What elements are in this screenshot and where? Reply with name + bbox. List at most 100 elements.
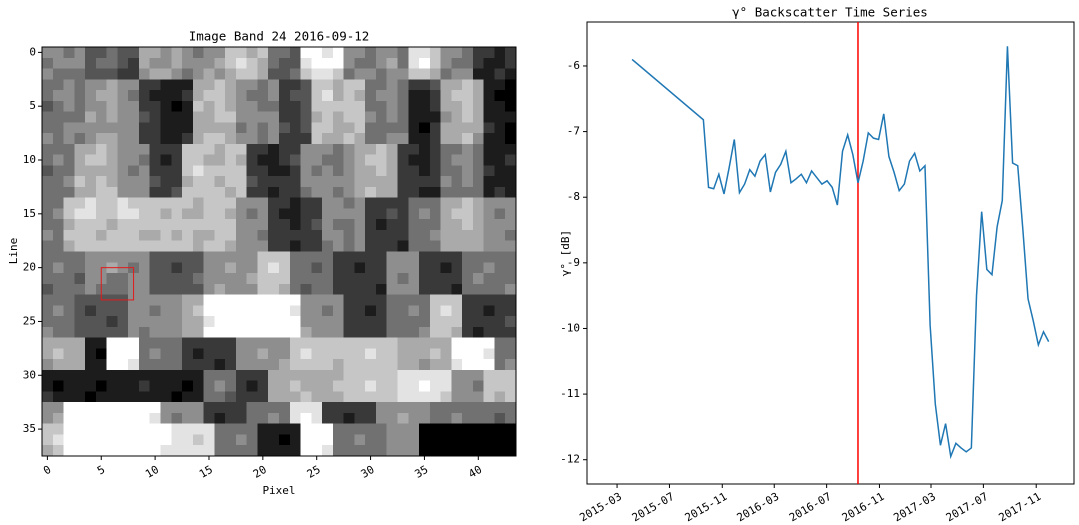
pixel <box>279 262 291 274</box>
pixel <box>354 305 366 317</box>
pixel <box>149 111 161 123</box>
pixel <box>42 111 54 123</box>
pixel <box>472 316 484 328</box>
pixel <box>246 219 258 231</box>
pixel <box>365 197 377 209</box>
pixel <box>365 165 377 177</box>
pixel <box>160 391 172 403</box>
pixel <box>214 369 226 381</box>
pixel <box>375 100 388 112</box>
pixel <box>235 68 247 80</box>
pixel <box>74 348 86 360</box>
pixel <box>483 273 495 285</box>
pixel <box>289 316 301 328</box>
pixel <box>505 90 517 102</box>
pixel <box>343 154 355 166</box>
pixel <box>494 111 506 123</box>
pixel <box>106 208 118 220</box>
pixel <box>354 359 366 371</box>
pixel <box>440 380 452 392</box>
pixel <box>332 348 344 360</box>
pixel <box>149 229 161 242</box>
pixel <box>214 359 226 371</box>
pixel <box>138 369 151 381</box>
pixel <box>322 100 334 112</box>
x-tick-label: 2016-07 <box>787 490 834 524</box>
pixel <box>268 79 280 91</box>
pixel <box>117 434 129 446</box>
pixel <box>257 219 269 231</box>
pixel <box>74 154 86 166</box>
pixel <box>419 337 431 349</box>
pixel <box>182 445 194 457</box>
pixel <box>311 47 323 59</box>
pixel <box>214 219 226 231</box>
pixel <box>214 165 226 177</box>
pixel <box>225 369 237 381</box>
pixel <box>63 283 75 295</box>
pixel <box>63 197 75 209</box>
pixel <box>289 186 301 198</box>
pixel <box>182 197 194 209</box>
pixel <box>214 251 226 263</box>
pixel <box>160 122 172 134</box>
pixel <box>408 219 420 231</box>
pixel <box>214 229 226 242</box>
pixel <box>235 273 247 285</box>
pixel <box>95 391 107 403</box>
pixel <box>365 283 377 295</box>
pixel <box>440 165 452 177</box>
pixel <box>63 229 75 242</box>
pixel <box>365 380 377 392</box>
pixel <box>257 391 269 403</box>
pixel <box>52 219 64 231</box>
pixel <box>419 111 431 123</box>
pixel <box>149 165 161 177</box>
pixel <box>246 68 258 80</box>
pixel <box>171 219 183 231</box>
pixel <box>74 47 86 59</box>
pixel <box>128 154 140 166</box>
pixel <box>289 412 301 425</box>
pixel <box>182 412 194 425</box>
pixel <box>52 186 64 198</box>
pixel <box>451 122 463 134</box>
pixel <box>85 251 97 263</box>
pixel <box>386 165 398 177</box>
pixel <box>365 219 377 231</box>
pixel <box>95 79 107 91</box>
pixel <box>214 434 226 446</box>
pixel <box>235 229 247 242</box>
y-axis-label: γ° [dB] <box>559 230 572 276</box>
pixel <box>279 133 291 145</box>
pixel <box>451 359 463 371</box>
pixel <box>462 445 474 457</box>
pixel <box>505 100 517 112</box>
pixel <box>235 57 247 69</box>
pixel <box>354 47 366 59</box>
pixel <box>365 348 377 360</box>
pixel <box>257 283 269 295</box>
pixel <box>128 380 140 392</box>
pixel <box>160 57 172 69</box>
pixel <box>408 186 420 198</box>
pixel <box>472 251 484 263</box>
pixel <box>279 143 291 155</box>
pixel <box>494 337 506 349</box>
pixel <box>42 412 54 425</box>
pixel <box>419 391 431 403</box>
pixel <box>117 283 129 295</box>
pixel <box>354 154 366 166</box>
pixel <box>192 68 204 80</box>
chart-title: γ° Backscatter Time Series <box>732 5 928 20</box>
pixel <box>214 47 226 59</box>
pixel <box>408 412 420 425</box>
pixel <box>117 412 129 425</box>
pixel <box>257 337 269 349</box>
pixel <box>462 143 474 155</box>
pixel <box>182 316 194 328</box>
pixel <box>483 219 495 231</box>
pixel <box>117 402 129 414</box>
pixel <box>472 423 484 435</box>
pixel <box>311 57 323 69</box>
